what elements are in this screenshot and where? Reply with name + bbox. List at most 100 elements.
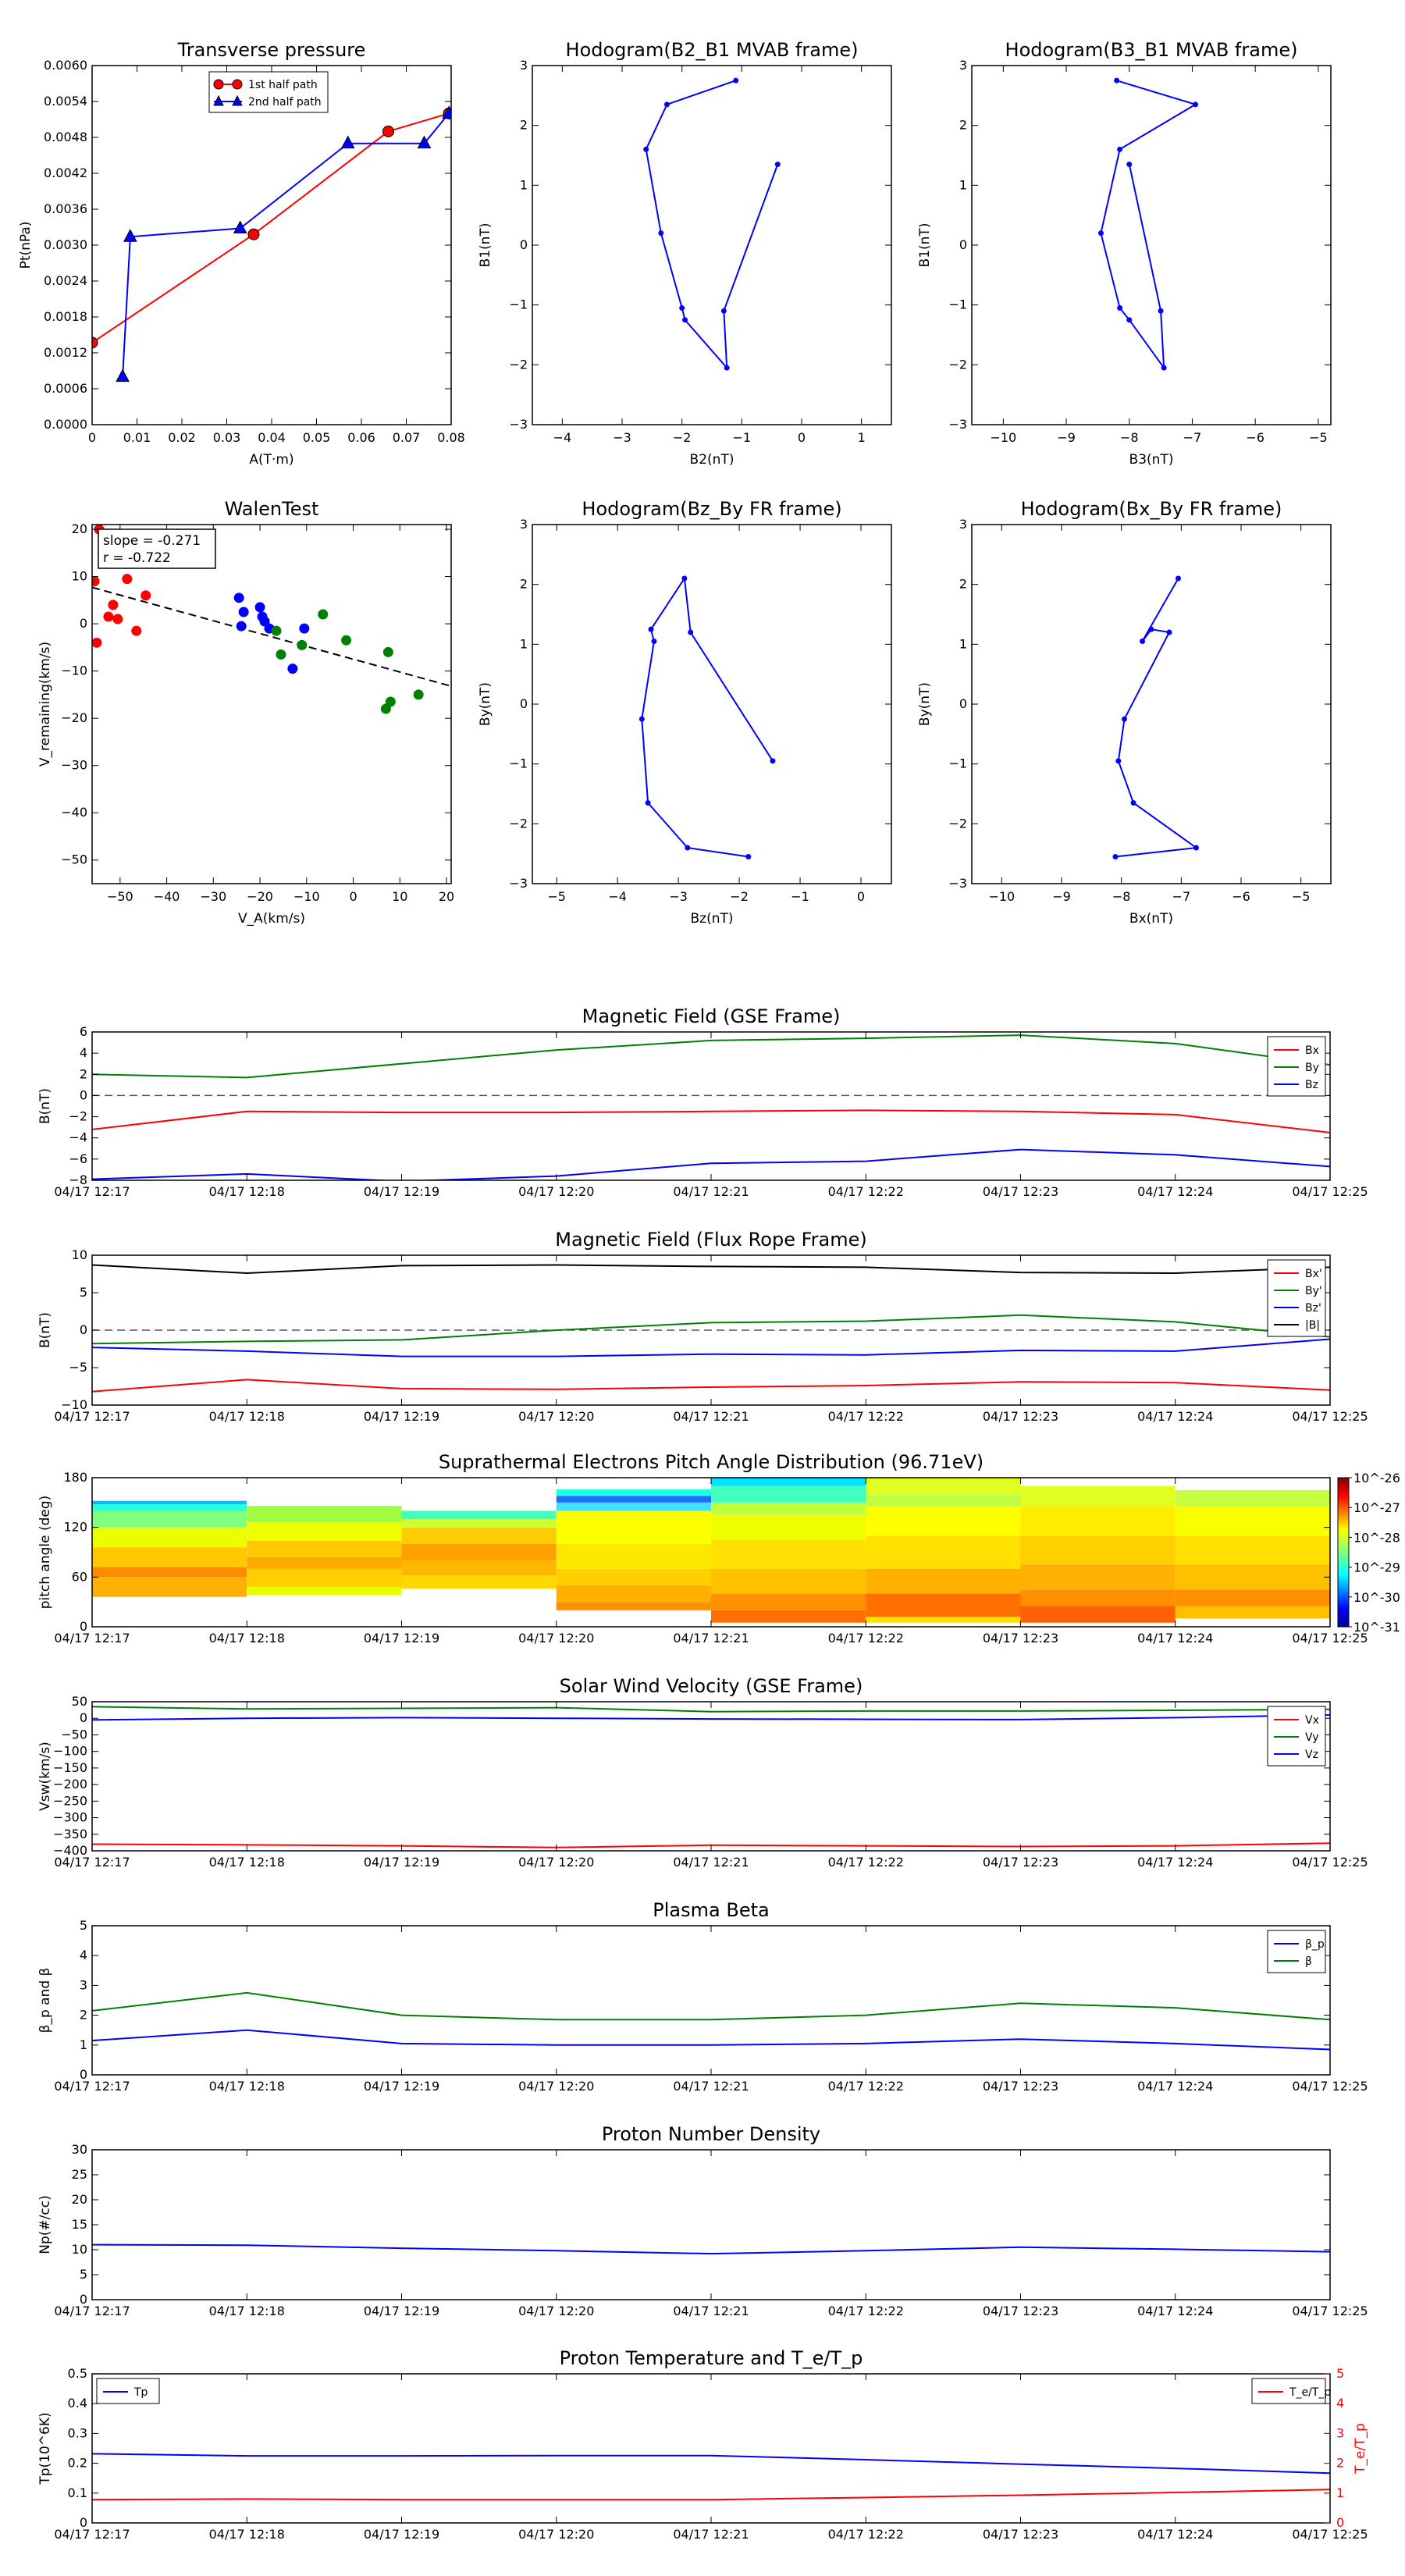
series-line bbox=[92, 1109, 1330, 1133]
y-tick-label: −2 bbox=[948, 816, 967, 831]
data-point bbox=[664, 101, 670, 108]
y-tick-label: 180 bbox=[63, 1470, 87, 1485]
heatmap-cell bbox=[401, 1527, 557, 1544]
colorbar-label: 10^-31 bbox=[1353, 1620, 1400, 1635]
heatmap-cell bbox=[1020, 1535, 1176, 1565]
annotation-text: slope = -0.271 bbox=[103, 533, 201, 549]
data-point bbox=[247, 228, 260, 240]
heatmap-cell bbox=[866, 1617, 1021, 1623]
y2-tick-label: 4 bbox=[1336, 2396, 1344, 2411]
heatmap-cell bbox=[247, 1522, 402, 1541]
data-point bbox=[123, 229, 137, 242]
chart-title: Proton Temperature and T_e/T_p bbox=[560, 2347, 863, 2369]
y-tick-label: 1 bbox=[520, 636, 528, 651]
x-tick-label: 04/17 12:25 bbox=[1292, 1184, 1368, 1199]
chart-title: Hodogram(B3_B1 MVAB frame) bbox=[1005, 39, 1298, 61]
y-tick-label: 4 bbox=[80, 1045, 87, 1060]
data-point bbox=[271, 625, 282, 636]
data-point bbox=[385, 696, 396, 707]
y-tick-label: −6 bbox=[69, 1151, 87, 1166]
x-tick-label: 04/17 12:20 bbox=[518, 2304, 594, 2318]
y-axis-label: Vsw(km/s) bbox=[37, 1742, 53, 1811]
heatmap-cell bbox=[1175, 1606, 1330, 1619]
y-tick-label: −20 bbox=[61, 710, 87, 725]
legend: Bx' By' Bz' |B| bbox=[1267, 1259, 1326, 1337]
x-tick-label: −2 bbox=[673, 430, 692, 445]
x-tick-label: 04/17 12:24 bbox=[1137, 1409, 1213, 1424]
y-tick-label: −350 bbox=[53, 1827, 87, 1841]
heatmap-cell bbox=[92, 1500, 247, 1504]
y-axis-label: β_p and β bbox=[37, 1968, 53, 2033]
x-tick-label: 04/17 12:23 bbox=[983, 2079, 1058, 2094]
y-tick-label: −2 bbox=[948, 357, 967, 372]
data-point bbox=[1148, 626, 1154, 632]
data-point bbox=[238, 607, 249, 617]
x-tick-label: 04/17 12:25 bbox=[1292, 2304, 1368, 2318]
data-point bbox=[733, 77, 739, 84]
chart-title: Solar Wind Velocity (GSE Frame) bbox=[560, 1675, 863, 1697]
x-tick-label: −2 bbox=[730, 889, 749, 904]
series-line bbox=[122, 112, 450, 377]
x-tick-label: 04/17 12:20 bbox=[518, 2079, 594, 2094]
x-tick-label: 0.05 bbox=[303, 430, 331, 445]
heatmap-cell bbox=[711, 1539, 866, 1569]
y-tick-label: 3 bbox=[520, 517, 528, 532]
plot-frame bbox=[91, 2373, 1331, 2524]
x-tick-label: 04/17 12:24 bbox=[1137, 1855, 1213, 1870]
y-tick-label: 1 bbox=[959, 177, 967, 192]
y-tick-label: 15 bbox=[72, 2217, 87, 2232]
heatmap-cell bbox=[1020, 1485, 1176, 1507]
y-tick-label: −1 bbox=[948, 756, 967, 771]
heatmap-cell bbox=[1175, 1535, 1330, 1565]
x-tick-label: 04/17 12:21 bbox=[673, 2527, 749, 2542]
y-tick-label: 2 bbox=[520, 577, 528, 592]
y-axis-label: Pt(nPa) bbox=[18, 222, 34, 269]
colorbar-label: 10^-28 bbox=[1353, 1530, 1400, 1545]
y-tick-label: 2 bbox=[520, 118, 528, 133]
y-tick-label: 0.0036 bbox=[44, 201, 87, 216]
data-point bbox=[297, 639, 308, 650]
x-tick-label: 1 bbox=[858, 430, 866, 445]
series-line bbox=[92, 2029, 1330, 2051]
data-point bbox=[1122, 716, 1127, 722]
heatmap-cell bbox=[711, 1502, 866, 1515]
series-line bbox=[92, 2489, 1330, 2501]
data-point bbox=[645, 800, 651, 806]
heatmap-cell bbox=[1175, 1507, 1330, 1536]
y2-tick-label: 2 bbox=[1336, 2456, 1344, 2471]
y-tick-label: 0.0054 bbox=[44, 94, 87, 109]
x-tick-label: 04/17 12:25 bbox=[1292, 1855, 1368, 1870]
heatmap-cell bbox=[556, 1496, 711, 1503]
y-tick-label: 0.0030 bbox=[44, 237, 87, 252]
plot-area bbox=[92, 2453, 1330, 2501]
legend-marker bbox=[232, 94, 243, 106]
x-tick-label: 0.04 bbox=[258, 430, 286, 445]
y-tick-label: 0.0006 bbox=[44, 381, 87, 396]
x-tick-label: 04/17 12:20 bbox=[518, 2527, 594, 2542]
x-tick-label: 0 bbox=[88, 430, 96, 445]
heatmap-cell bbox=[92, 1510, 247, 1528]
plot-area bbox=[92, 1706, 1330, 1848]
x-tick-label: −1 bbox=[791, 889, 809, 904]
data-point bbox=[1158, 308, 1164, 314]
data-point bbox=[1112, 854, 1119, 859]
y-tick-label: 0 bbox=[80, 1087, 87, 1102]
x-tick-label: 04/17 12:17 bbox=[54, 1631, 130, 1646]
data-point bbox=[140, 590, 151, 601]
x-tick-label: 04/17 12:22 bbox=[828, 1184, 904, 1199]
panel-pad: Suprathermal Electrons Pitch Angle Distr… bbox=[37, 1451, 1400, 1646]
heatmap-cell bbox=[556, 1510, 711, 1544]
plot-area bbox=[92, 525, 451, 714]
plot-area bbox=[92, 1991, 1330, 2051]
y-tick-label: −40 bbox=[61, 805, 87, 820]
data-point bbox=[651, 639, 657, 644]
heatmap-cell bbox=[92, 1577, 247, 1597]
x-tick-label: −50 bbox=[107, 889, 133, 904]
y-tick-label: 5 bbox=[80, 2267, 87, 2282]
x-tick-label: 04/17 12:18 bbox=[209, 2079, 285, 2094]
data-point bbox=[679, 305, 685, 311]
data-point bbox=[658, 230, 664, 237]
y-tick-label: −4 bbox=[69, 1130, 87, 1145]
heatmap-cell bbox=[1175, 1589, 1330, 1606]
y-tick-label: −300 bbox=[53, 1810, 87, 1825]
